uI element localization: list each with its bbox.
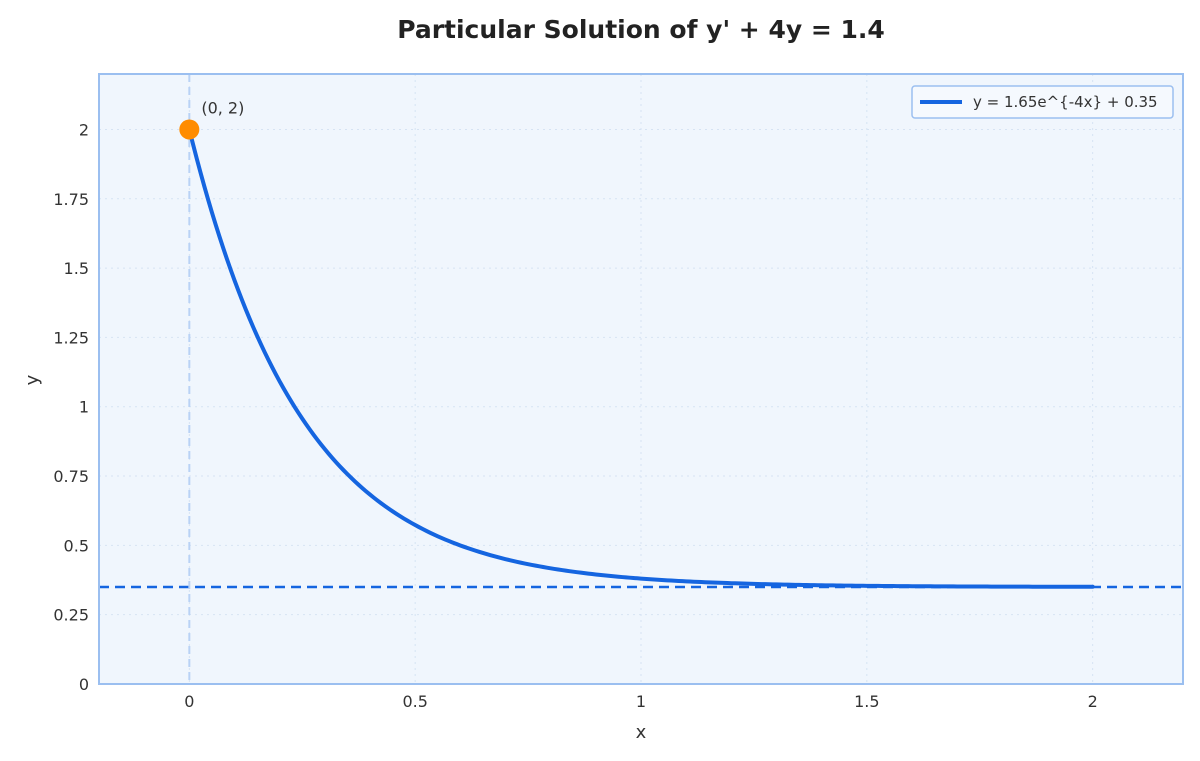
y-tick-label-5: 1.25 [53, 328, 89, 347]
series-layer [187, 127, 1095, 589]
y-tick-label-8: 2 [79, 120, 89, 139]
x-tick-label-1: 0.5 [402, 692, 427, 711]
chart-title: Particular Solution of y' + 4y = 1.4 [397, 15, 885, 44]
legend: y = 1.65e^{-4x} + 0.35 [911, 85, 1174, 119]
y-tick-label-4: 1 [79, 398, 89, 417]
y-axis-label: y [22, 374, 43, 385]
plot-frame [98, 73, 1184, 685]
initial-point-label: (0, 2) [201, 98, 244, 117]
point-layer: (0, 2) [179, 98, 244, 140]
y-tick-label-3: 0.75 [53, 467, 89, 486]
y-tick-labels: 0 0.25 0.5 0.75 1 1.25 1.5 1.75 2 [53, 120, 89, 694]
x-tick-label-3: 1.5 [854, 692, 879, 711]
x-axis-label: x [636, 722, 647, 743]
y-tick-label-7: 1.75 [53, 190, 89, 209]
y-tick-label-0: 0 [79, 675, 89, 694]
legend-box [911, 85, 1174, 119]
initial-point [179, 119, 200, 140]
x-tick-label-4: 2 [1088, 692, 1098, 711]
y-tick-label-1: 0.25 [53, 606, 89, 625]
x-tick-label-0: 0 [184, 692, 194, 711]
legend-label: y = 1.65e^{-4x} + 0.35 [973, 93, 1158, 111]
y-tick-label-2: 0.5 [64, 536, 89, 555]
x-tick-labels: 0 0.5 1 1.5 2 [184, 692, 1098, 711]
x-tick-label-2: 1 [636, 692, 646, 711]
solution-curve-0 [187, 127, 1095, 589]
y-tick-label-6: 1.5 [64, 259, 89, 278]
